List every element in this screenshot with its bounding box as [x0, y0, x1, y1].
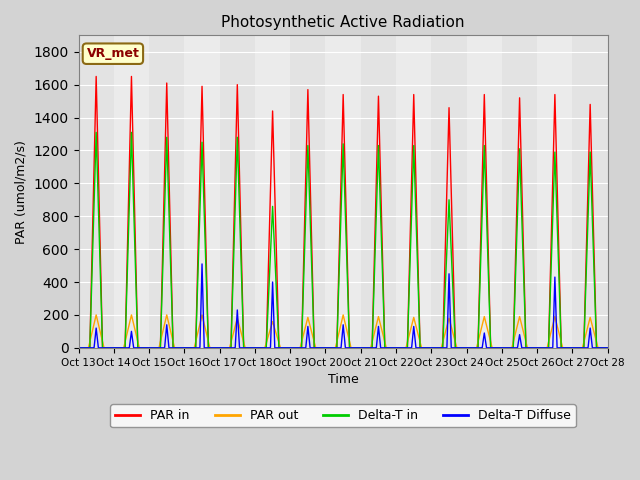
Delta-T in	[604, 345, 612, 351]
Legend: PAR in, PAR out, Delta-T in, Delta-T Diffuse: PAR in, PAR out, Delta-T in, Delta-T Dif…	[110, 404, 576, 427]
Line: Delta-T in: Delta-T in	[79, 132, 608, 348]
Line: PAR in: PAR in	[79, 76, 608, 348]
Bar	[396, 36, 431, 348]
Delta-T in	[75, 345, 83, 351]
PAR out	[323, 345, 331, 351]
PAR out	[170, 342, 177, 348]
Delta-T in	[323, 345, 331, 351]
Bar	[431, 36, 467, 348]
Delta-T in	[433, 345, 440, 351]
PAR out	[433, 345, 440, 351]
PAR in	[461, 345, 469, 351]
Bar	[361, 36, 396, 348]
PAR in	[170, 345, 177, 351]
PAR in	[492, 345, 499, 351]
PAR out	[604, 345, 612, 351]
Delta-T Diffuse	[75, 345, 83, 351]
Text: VR_met: VR_met	[86, 47, 140, 60]
Bar	[290, 36, 326, 348]
Bar	[572, 36, 608, 348]
PAR in	[604, 345, 612, 351]
Line: PAR out: PAR out	[79, 315, 608, 348]
Delta-T in	[604, 345, 611, 351]
Delta-T in	[92, 130, 100, 135]
Delta-T Diffuse	[461, 345, 469, 351]
Delta-T in	[492, 345, 499, 351]
Delta-T in	[461, 345, 469, 351]
Delta-T Diffuse	[170, 345, 177, 351]
Delta-T Diffuse	[433, 345, 440, 351]
Bar	[149, 36, 184, 348]
PAR in	[604, 345, 611, 351]
Bar	[537, 36, 572, 348]
Title: Photosynthetic Active Radiation: Photosynthetic Active Radiation	[221, 15, 465, 30]
Delta-T Diffuse	[323, 345, 331, 351]
PAR in	[323, 345, 331, 351]
Delta-T Diffuse	[198, 261, 206, 267]
PAR out	[461, 345, 469, 351]
Bar	[467, 36, 502, 348]
Bar	[184, 36, 220, 348]
PAR out	[75, 345, 83, 351]
Bar	[220, 36, 255, 348]
X-axis label: Time: Time	[328, 373, 358, 386]
Delta-T in	[170, 345, 177, 351]
PAR in	[92, 73, 100, 79]
Bar	[114, 36, 149, 348]
PAR out	[492, 345, 499, 351]
Bar	[502, 36, 537, 348]
Bar	[326, 36, 361, 348]
Line: Delta-T Diffuse: Delta-T Diffuse	[79, 264, 608, 348]
PAR out	[92, 312, 100, 318]
PAR out	[604, 345, 611, 351]
PAR in	[75, 345, 83, 351]
PAR in	[433, 345, 440, 351]
Bar	[79, 36, 114, 348]
Delta-T Diffuse	[492, 345, 499, 351]
Delta-T Diffuse	[604, 345, 611, 351]
Delta-T Diffuse	[604, 345, 612, 351]
Bar	[255, 36, 290, 348]
Y-axis label: PAR (umol/m2/s): PAR (umol/m2/s)	[15, 140, 28, 243]
